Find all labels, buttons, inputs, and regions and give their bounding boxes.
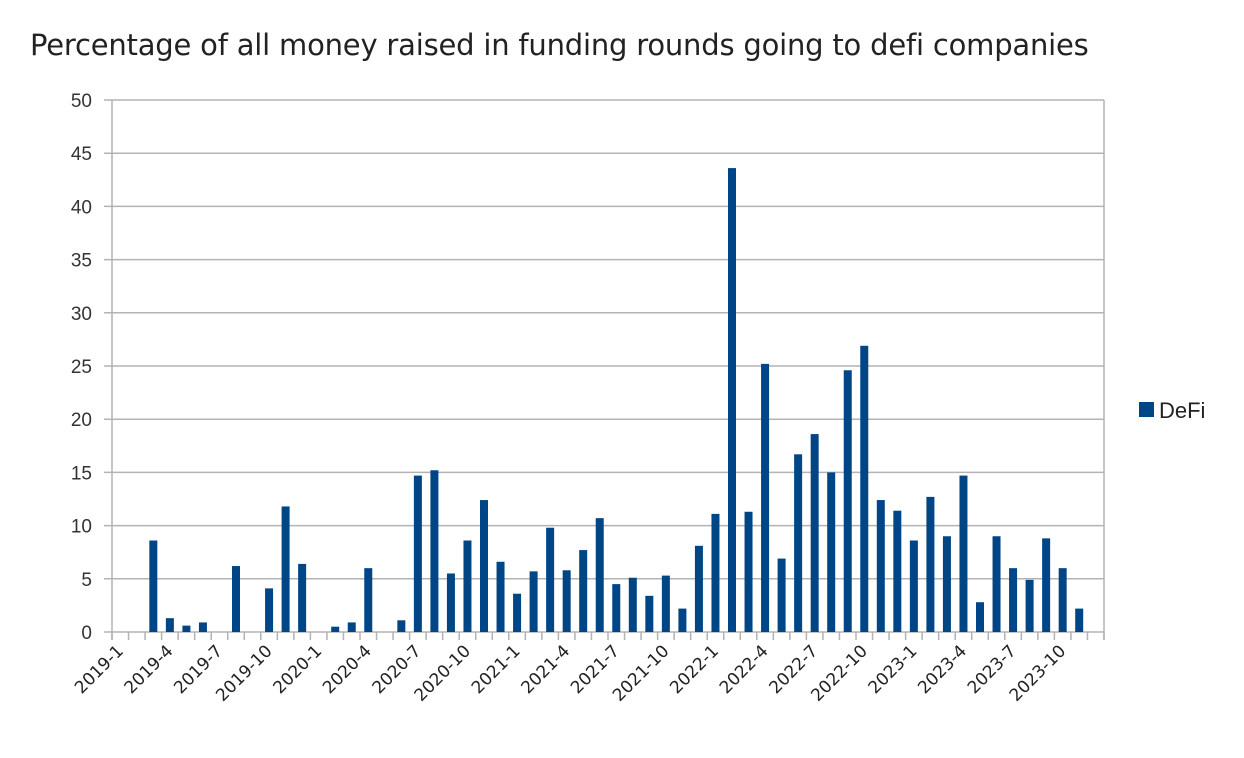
bar-2022-4 — [761, 363, 770, 632]
bar-2023-11 — [1075, 608, 1084, 632]
y-tick-label: 50 — [71, 91, 92, 112]
x-tick-label: 2019-4 — [121, 641, 178, 698]
x-tick-label: 2023-4 — [914, 641, 971, 698]
y-tick-label: 25 — [71, 357, 92, 378]
legend: DeFi — [1139, 398, 1205, 423]
bar-2019-4 — [165, 618, 174, 632]
bar-2019-5 — [182, 625, 191, 632]
chart-title: Percentage of all money raised in fundin… — [30, 28, 1089, 62]
bar-2019-10 — [265, 588, 274, 632]
x-tick-label: 2020-1 — [269, 641, 326, 698]
x-axis-ticks: 2019-12019-42019-72019-102020-12020-4202… — [71, 641, 1070, 705]
y-tick-label: 15 — [71, 463, 92, 484]
bar-2023-3 — [942, 536, 951, 632]
bar-2021-9 — [645, 595, 654, 632]
bar-2020-12 — [496, 561, 505, 632]
bar-2021-8 — [628, 577, 637, 632]
axes — [111, 100, 1105, 640]
bar-2023-6 — [992, 536, 1001, 632]
x-tick-label: 2021-1 — [468, 641, 525, 698]
x-tick-label: 2019-1 — [71, 641, 128, 698]
y-axis-ticks: 0 5 10 15 20 25 30 35 40 45 50 — [71, 91, 92, 644]
bar-2023-1 — [909, 540, 918, 632]
bar-2023-8 — [1025, 579, 1034, 632]
bar-2023-5 — [976, 602, 984, 632]
bar-2019-6 — [198, 622, 207, 632]
bar-2020-4 — [364, 568, 373, 632]
y-tick-label: 10 — [71, 517, 92, 538]
bar-2022-7 — [810, 434, 819, 632]
bar-2022-2 — [728, 168, 736, 632]
bar-2021-4 — [562, 570, 571, 632]
bar-2022-10 — [860, 345, 869, 632]
bar-2020-6 — [397, 620, 406, 632]
bar-2020-7 — [413, 475, 422, 632]
bar-2020-9 — [446, 573, 455, 632]
bar-2021-12 — [694, 545, 703, 632]
x-tick-label: 2021-4 — [517, 641, 574, 698]
bar-2023-4 — [959, 475, 968, 632]
legend-swatch-defi — [1139, 402, 1154, 417]
bar-2023-7 — [1009, 568, 1018, 632]
bar-2021-7 — [612, 584, 621, 632]
y-tick-label: 30 — [71, 304, 92, 325]
y-tick-label: 20 — [71, 410, 92, 431]
bar-2019-3 — [149, 540, 158, 632]
bar-series-defi — [149, 168, 1084, 632]
bar-2022-3 — [744, 511, 753, 632]
y-tick-label: 40 — [71, 197, 92, 218]
y-tick-label: 0 — [81, 623, 92, 644]
bar-2022-8 — [827, 472, 836, 632]
bar-2021-2 — [529, 571, 538, 632]
bar-2022-11 — [876, 500, 885, 632]
bar-2022-5 — [777, 558, 786, 632]
bar-2019-11 — [281, 506, 290, 632]
x-tick-label: 2022-4 — [716, 641, 773, 698]
bar-2020-10 — [463, 540, 472, 632]
bar-2022-1 — [711, 513, 720, 632]
bar-2023-2 — [926, 496, 935, 632]
bar-2023-9 — [1042, 538, 1051, 632]
bar-2021-6 — [595, 518, 604, 632]
legend-label-defi: DeFi — [1159, 398, 1205, 423]
bar-2021-11 — [678, 608, 687, 632]
bar-2019-8 — [232, 566, 240, 632]
x-tick-label: 2020-4 — [319, 641, 376, 698]
bar-2021-3 — [546, 527, 555, 632]
gridlines — [104, 99, 1104, 633]
bar-2020-2 — [331, 626, 340, 632]
bar-2021-5 — [579, 550, 588, 632]
bar-2021-1 — [513, 593, 522, 632]
y-tick-label: 5 — [81, 570, 92, 591]
bar-2020-8 — [430, 470, 439, 632]
x-tick-label: 2023-1 — [865, 641, 922, 698]
bar-2022-9 — [843, 370, 852, 632]
bar-2020-3 — [347, 622, 356, 632]
bar-2020-11 — [480, 500, 488, 632]
bar-2022-6 — [794, 454, 803, 632]
bar-2023-10 — [1058, 568, 1067, 632]
y-tick-label: 45 — [71, 144, 92, 165]
bar-2022-12 — [893, 510, 902, 632]
bar-2021-10 — [661, 575, 670, 632]
y-tick-label: 35 — [71, 251, 92, 272]
bar-2019-12 — [298, 563, 307, 632]
x-tick-label: 2022-1 — [666, 641, 723, 698]
